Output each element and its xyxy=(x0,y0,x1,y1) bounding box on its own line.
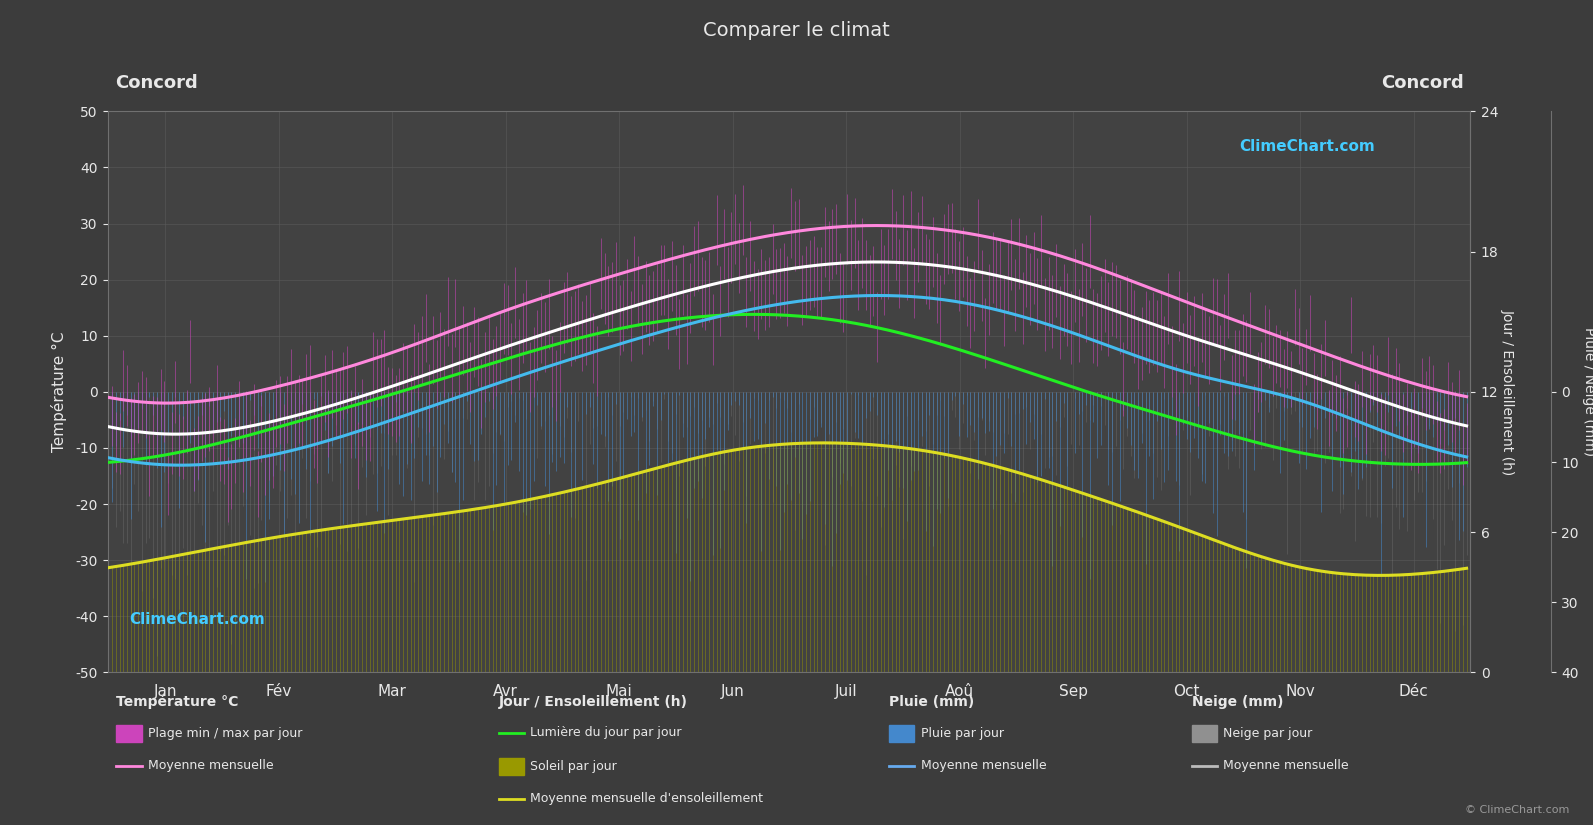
Y-axis label: Jour / Ensoleillement (h): Jour / Ensoleillement (h) xyxy=(1501,309,1515,475)
Text: Jour / Ensoleillement (h): Jour / Ensoleillement (h) xyxy=(499,695,688,709)
Text: Lumière du jour par jour: Lumière du jour par jour xyxy=(530,726,682,739)
Text: Température °C: Température °C xyxy=(116,695,239,710)
Text: Moyenne mensuelle: Moyenne mensuelle xyxy=(921,759,1047,772)
Text: Pluie par jour: Pluie par jour xyxy=(921,727,1004,740)
Text: Concord: Concord xyxy=(1381,73,1464,92)
Text: © ClimeChart.com: © ClimeChart.com xyxy=(1464,805,1569,815)
Text: Plage min / max par jour: Plage min / max par jour xyxy=(148,727,303,740)
Y-axis label: Pluie / Neige (mm): Pluie / Neige (mm) xyxy=(1582,328,1593,456)
Text: Moyenne mensuelle d'ensoleillement: Moyenne mensuelle d'ensoleillement xyxy=(530,792,763,805)
Text: Soleil par jour: Soleil par jour xyxy=(530,760,616,773)
Text: Concord: Concord xyxy=(115,73,198,92)
Text: Comparer le climat: Comparer le climat xyxy=(703,21,890,40)
Text: Neige (mm): Neige (mm) xyxy=(1192,695,1282,709)
Text: Moyenne mensuelle: Moyenne mensuelle xyxy=(148,759,274,772)
Text: ClimeChart.com: ClimeChart.com xyxy=(129,612,264,628)
Text: ClimeChart.com: ClimeChart.com xyxy=(1239,139,1375,154)
Text: Neige par jour: Neige par jour xyxy=(1223,727,1313,740)
Text: Pluie (mm): Pluie (mm) xyxy=(889,695,975,709)
Y-axis label: Température °C: Température °C xyxy=(51,332,67,452)
Text: Moyenne mensuelle: Moyenne mensuelle xyxy=(1223,759,1349,772)
